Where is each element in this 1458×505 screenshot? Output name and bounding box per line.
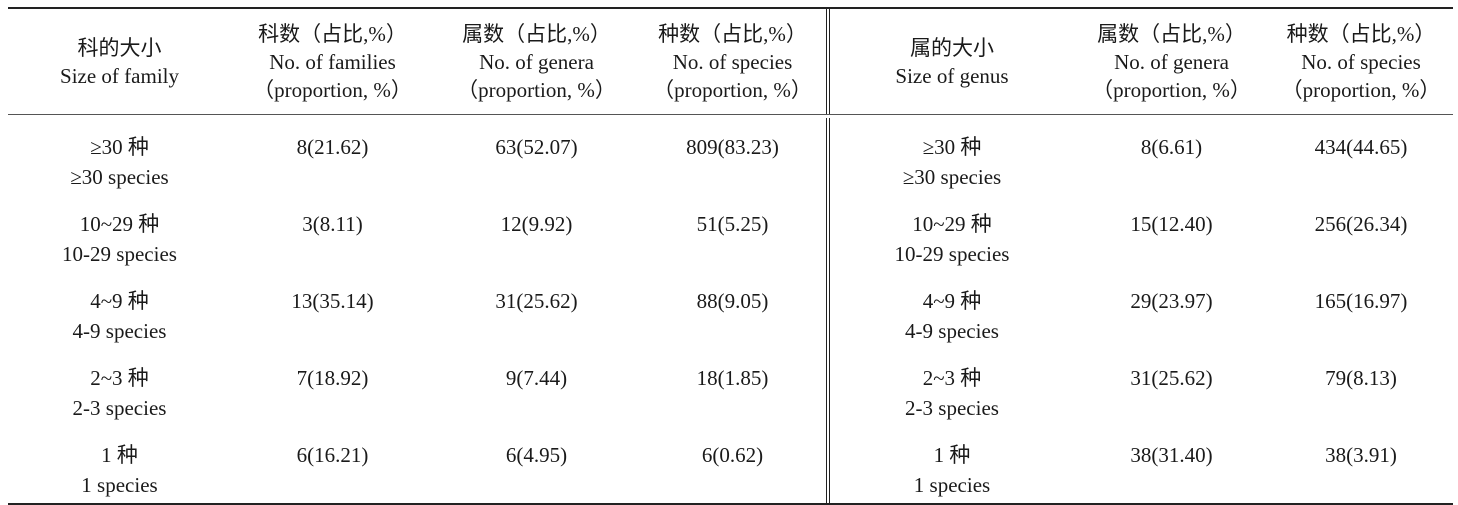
header-zh: 种数（占比,%）	[658, 21, 807, 46]
header-en: No. of genera	[1114, 49, 1229, 74]
size-en: 4-9 species	[72, 319, 167, 343]
family-count-cell: 13(35.14)	[291, 289, 374, 313]
header-zh: 科的大小	[77, 35, 162, 60]
data-table: 科的大小 Size of family 科数（占比,%） No. of fami…	[8, 7, 1453, 505]
header-genus-size: 属的大小 Size of genus	[830, 9, 1074, 114]
genus-genera-count-cell: 38(31.40)	[1130, 443, 1213, 467]
header-family-size: 科的大小 Size of family	[8, 9, 231, 114]
genus-species-count-cell: 434(44.65)	[1314, 135, 1408, 159]
size-zh: ≥30 种	[90, 135, 149, 159]
size-zh: 10~29 种	[912, 212, 992, 236]
genus-species-count-cell: 79(8.13)	[1325, 366, 1397, 390]
header-en: Size of family	[60, 63, 179, 88]
species-count-cell: 88(9.05)	[639, 272, 830, 349]
header-genus-genera-count: 属数（占比,%） No. of genera （proportion, %）	[1074, 9, 1269, 114]
header-zh: 属数（占比,%）	[1097, 21, 1246, 46]
genus-size-cell: 10~29 种 10-29 species	[830, 195, 1074, 272]
header-genus-species-count: 种数（占比,%） No. of species （proportion, %）	[1269, 9, 1453, 114]
genus-size-cell: ≥30 种 ≥30 species	[830, 118, 1074, 195]
genus-genera-count-cell: 31(25.62)	[1130, 366, 1213, 390]
size-zh: 2~3 种	[90, 366, 149, 390]
header-zh: 属的大小	[910, 35, 994, 60]
table-row: ≥30 种 ≥30 species 8(21.62) 63(52.07) 809…	[8, 118, 1453, 195]
header-en-proportion: （proportion, %）	[1092, 77, 1251, 102]
genus-species-count-cell: 165(16.97)	[1314, 289, 1408, 313]
family-count-cell: 3(8.11)	[302, 212, 363, 236]
species-count-cell: 809(83.23)	[639, 118, 830, 195]
header-en: No. of genera	[479, 49, 594, 74]
family-size-cell: 10~29 种 10-29 species	[8, 195, 231, 272]
genera-count-cell: 9(7.44)	[505, 366, 568, 390]
genus-species-count-cell: 38(3.91)	[1325, 443, 1397, 467]
size-zh: 4~9 种	[90, 289, 149, 313]
family-size-cell: 1 种 1 species	[8, 426, 231, 503]
header-species-count: 种数（占比,%） No. of species （proportion, %）	[639, 9, 830, 114]
table-header-row: 科的大小 Size of family 科数（占比,%） No. of fami…	[8, 9, 1453, 115]
header-en: Size of genus	[895, 63, 1009, 88]
family-count-cell: 6(16.21)	[296, 443, 369, 467]
genus-genera-count-cell: 29(23.97)	[1130, 289, 1213, 313]
table-row: 4~9 种 4-9 species 13(35.14) 31(25.62) 88…	[8, 272, 1453, 349]
species-count-cell: 18(1.85)	[639, 349, 830, 426]
size-zh: 1 种	[101, 443, 138, 467]
size-en: 4-9 species	[905, 319, 999, 343]
size-zh: ≥30 种	[922, 135, 982, 159]
family-size-cell: 2~3 种 2-3 species	[8, 349, 231, 426]
genera-count-cell: 63(52.07)	[495, 135, 578, 159]
header-zh: 科数（占比,%）	[258, 21, 407, 46]
header-en: No. of species	[672, 49, 793, 74]
header-en-proportion: （proportion, %）	[653, 77, 812, 102]
header-en: No. of species	[1301, 49, 1421, 74]
table-row: 1 种 1 species 6(16.21) 6(4.95) 6(0.62) 1…	[8, 426, 1453, 503]
genus-size-cell: 4~9 种 4-9 species	[830, 272, 1074, 349]
size-en: ≥30 species	[902, 165, 1002, 189]
header-zh: 属数（占比,%）	[462, 21, 611, 46]
species-count-cell: 51(5.25)	[639, 195, 830, 272]
family-size-cell: ≥30 种 ≥30 species	[8, 118, 231, 195]
genus-species-count-cell: 256(26.34)	[1314, 212, 1408, 236]
size-en: 1 species	[81, 473, 158, 497]
size-en: ≥30 species	[70, 165, 169, 189]
header-en: No. of families	[269, 49, 396, 74]
size-zh: 4~9 种	[922, 289, 982, 313]
header-zh: 种数（占比,%）	[1286, 21, 1436, 46]
genus-genera-count-cell: 15(12.40)	[1130, 212, 1213, 236]
table-row: 2~3 种 2-3 species 7(18.92) 9(7.44) 18(1.…	[8, 349, 1453, 426]
genus-size-cell: 2~3 种 2-3 species	[830, 349, 1074, 426]
family-size-cell: 4~9 种 4-9 species	[8, 272, 231, 349]
size-zh: 1 种	[933, 443, 971, 467]
genera-count-cell: 31(25.62)	[495, 289, 578, 313]
header-en-proportion: （proportion, %）	[1281, 77, 1441, 102]
genera-count-cell: 12(9.92)	[500, 212, 573, 236]
size-en: 10-29 species	[62, 242, 177, 266]
genus-size-cell: 1 种 1 species	[830, 426, 1074, 503]
header-en-proportion: （proportion, %）	[253, 77, 412, 102]
family-count-cell: 7(18.92)	[296, 366, 369, 390]
size-en: 2-3 species	[72, 396, 167, 420]
genus-genera-count-cell: 8(6.61)	[1140, 135, 1203, 159]
size-en: 1 species	[913, 473, 991, 497]
table-row: 10~29 种 10-29 species 3(8.11) 12(9.92) 5…	[8, 195, 1453, 272]
size-zh: 2~3 种	[922, 366, 982, 390]
header-en-proportion: （proportion, %）	[457, 77, 616, 102]
size-en: 2-3 species	[905, 396, 999, 420]
size-en: 10-29 species	[894, 242, 1010, 266]
species-count-cell: 6(0.62)	[639, 426, 830, 503]
genera-count-cell: 6(4.95)	[505, 443, 568, 467]
size-zh: 10~29 种	[79, 212, 160, 236]
header-family-count: 科数（占比,%） No. of families （proportion, %）	[231, 9, 434, 114]
family-count-cell: 8(21.62)	[296, 135, 369, 159]
header-genera-count: 属数（占比,%） No. of genera （proportion, %）	[434, 9, 639, 114]
